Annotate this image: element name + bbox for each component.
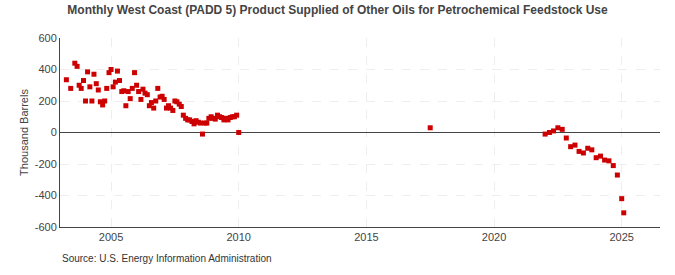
svg-text:2020: 2020 xyxy=(482,231,506,243)
svg-text:2010: 2010 xyxy=(226,231,250,243)
svg-text:200: 200 xyxy=(38,95,56,107)
svg-text:0: 0 xyxy=(51,126,57,138)
svg-text:2005: 2005 xyxy=(99,231,123,243)
svg-text:-600: -600 xyxy=(35,221,57,233)
svg-text:Thousand Barrels: Thousand Barrels xyxy=(18,89,30,176)
svg-text:-200: -200 xyxy=(35,158,57,170)
svg-text:400: 400 xyxy=(38,63,56,75)
svg-text:Source: U.S. Energy Informatio: Source: U.S. Energy Information Administ… xyxy=(62,253,272,264)
svg-text:2015: 2015 xyxy=(354,231,378,243)
svg-text:2025: 2025 xyxy=(609,231,633,243)
svg-text:600: 600 xyxy=(38,32,56,44)
svg-text:Monthly West Coast (PADD 5) Pr: Monthly West Coast (PADD 5) Product Supp… xyxy=(67,3,608,17)
svg-text:-400: -400 xyxy=(35,189,57,201)
